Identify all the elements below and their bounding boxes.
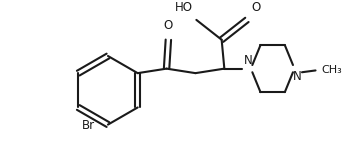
Text: N: N: [244, 54, 252, 67]
Text: HO: HO: [175, 1, 193, 14]
Text: O: O: [164, 19, 173, 32]
Text: Br: Br: [82, 119, 95, 132]
Text: O: O: [252, 1, 261, 14]
Text: N: N: [293, 71, 302, 83]
Text: CH₃: CH₃: [321, 65, 342, 76]
